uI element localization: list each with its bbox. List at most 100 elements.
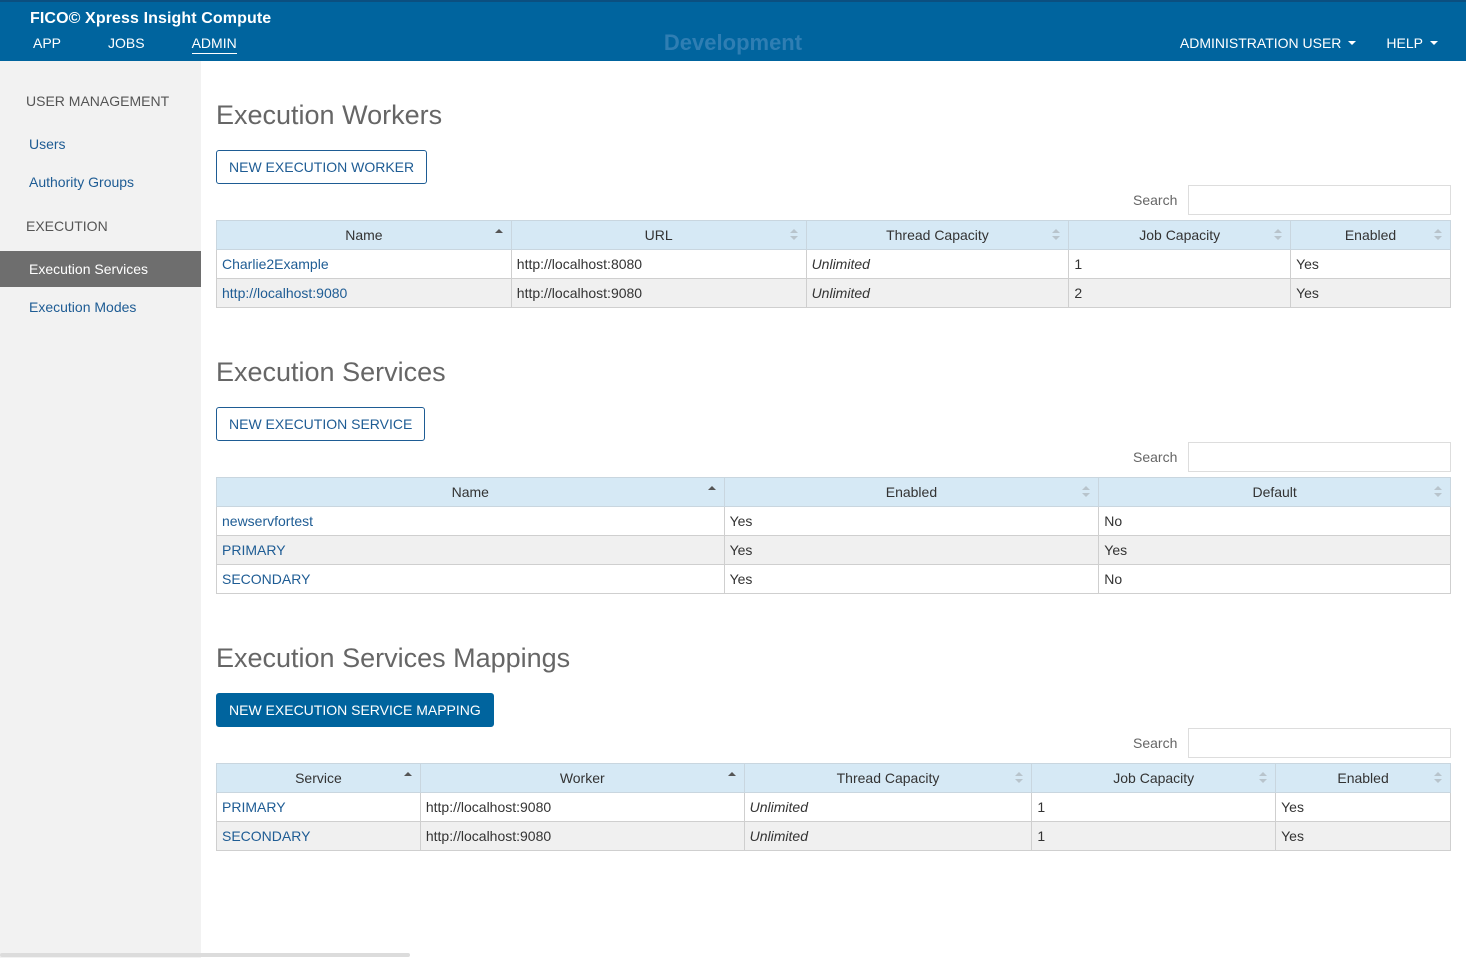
table-cell: No xyxy=(1098,564,1451,594)
environment-label-wrapper: Development xyxy=(0,30,1466,56)
main-nav: APP JOBS ADMIN xyxy=(33,35,284,54)
table-row: http://localhost:9080 http://localhost:9… xyxy=(216,278,1451,308)
table-row: SECONDARY http://localhost:9080 Unlimite… xyxy=(216,821,1451,851)
worker-name-link[interactable]: http://localhost:9080 xyxy=(216,278,512,308)
table-cell: No xyxy=(1098,506,1451,536)
table-cell: Unlimited xyxy=(743,792,1033,822)
help-menu-label: HELP xyxy=(1386,35,1423,51)
service-name-link[interactable]: PRIMARY xyxy=(216,535,725,565)
worker-name-link[interactable]: Charlie2Example xyxy=(216,249,512,279)
column-header-worker[interactable]: Worker xyxy=(419,763,745,793)
sort-icon xyxy=(1015,772,1024,784)
column-header-thread-capacity[interactable]: Thread Capacity xyxy=(743,763,1033,793)
sort-ascending-icon xyxy=(707,486,716,498)
column-header-label: Default xyxy=(1252,484,1297,500)
table-cell: Yes xyxy=(723,506,1100,536)
new-execution-worker-button[interactable]: NEW EXECUTION WORKER xyxy=(216,150,428,184)
sidebar-item-execution-modes[interactable]: Execution Modes xyxy=(29,299,137,315)
column-header-label: Job Capacity xyxy=(1113,770,1195,786)
table-cell: Unlimited xyxy=(743,821,1033,851)
column-header-name[interactable]: Name xyxy=(216,220,512,250)
table-cell: 1 xyxy=(1068,249,1292,279)
mapping-service-link[interactable]: PRIMARY xyxy=(216,792,421,822)
help-menu[interactable]: HELP xyxy=(1386,35,1438,51)
new-execution-service-button[interactable]: NEW EXECUTION SERVICE xyxy=(216,407,426,441)
service-name-link[interactable]: SECONDARY xyxy=(216,564,725,594)
column-header-enabled[interactable]: Enabled xyxy=(723,477,1100,507)
column-header-label: Name xyxy=(451,484,489,500)
sort-icon xyxy=(1274,229,1283,241)
column-header-job-capacity[interactable]: Job Capacity xyxy=(1031,763,1277,793)
table-cell: Yes xyxy=(1290,278,1451,308)
execution-services-title: Execution Services xyxy=(216,357,446,387)
sort-icon xyxy=(1052,229,1061,241)
sidebar-section-user-management: USER MANAGEMENT xyxy=(26,93,170,109)
column-header-thread-capacity[interactable]: Thread Capacity xyxy=(805,220,1070,250)
sidebar: USER MANAGEMENT Users Authority Groups E… xyxy=(0,61,410,958)
mappings-search-input[interactable] xyxy=(1188,728,1451,758)
table-cell: 2 xyxy=(1068,278,1292,308)
sort-ascending-icon xyxy=(727,772,736,784)
sort-icon xyxy=(789,229,798,241)
sort-ascending-icon xyxy=(494,229,503,241)
column-header-label: Service xyxy=(295,770,342,786)
table-cell: Yes xyxy=(1275,821,1451,851)
nav-jobs[interactable]: JOBS xyxy=(108,35,145,51)
services-search-input[interactable] xyxy=(1188,442,1451,472)
table-row: PRIMARY http://localhost:9080 Unlimited … xyxy=(216,792,1451,822)
column-header-default[interactable]: Default xyxy=(1098,477,1451,507)
table-cell: Unlimited xyxy=(805,249,1070,279)
nav-admin[interactable]: ADMIN xyxy=(191,35,237,54)
column-header-label: Job Capacity xyxy=(1139,227,1221,243)
chevron-down-icon xyxy=(1348,41,1357,45)
services-search-label: Search xyxy=(1133,449,1178,465)
top-header: FICO© Xpress Insight Compute APP JOBS AD… xyxy=(0,0,1466,61)
user-menu: ADMINISTRATION USER HELP xyxy=(1150,35,1438,51)
chevron-down-icon xyxy=(1430,41,1438,45)
sidebar-item-execution-services[interactable]: Execution Services xyxy=(0,251,201,287)
column-header-label: Thread Capacity xyxy=(886,227,989,243)
table-cell: http://localhost:9080 xyxy=(419,792,745,822)
column-header-service[interactable]: Service xyxy=(216,763,421,793)
sidebar-item-authority-groups[interactable]: Authority Groups xyxy=(29,174,135,190)
table-cell: Yes xyxy=(723,535,1100,565)
execution-workers-table: Name URL Thread Capacity Job Capacity En… xyxy=(216,220,1451,308)
table-cell: 1 xyxy=(1031,792,1277,822)
mappings-search-label: Search xyxy=(1133,735,1178,751)
sort-icon xyxy=(1434,486,1442,498)
column-header-label: URL xyxy=(644,227,673,243)
table-cell: Yes xyxy=(1098,535,1451,565)
execution-workers-title: Execution Workers xyxy=(216,100,443,130)
table-row: Charlie2Example http://localhost:8080 Un… xyxy=(216,249,1451,279)
column-header-label: Name xyxy=(345,227,383,243)
column-header-enabled[interactable]: Enabled xyxy=(1275,763,1451,793)
horizontal-scrollbar[interactable] xyxy=(0,953,410,957)
sort-icon xyxy=(1434,772,1442,784)
table-cell: http://localhost:8080 xyxy=(510,249,807,279)
execution-services-mappings-title: Execution Services Mappings xyxy=(216,643,571,673)
sort-icon xyxy=(1434,229,1442,241)
table-row: newservfortest Yes No xyxy=(216,506,1451,536)
table-cell: http://localhost:9080 xyxy=(510,278,807,308)
table-cell: 1 xyxy=(1031,821,1277,851)
environment-label: Development xyxy=(663,30,803,55)
execution-services-table: Name Enabled Default newservfortest Yes … xyxy=(216,477,1451,594)
table-cell: Yes xyxy=(723,564,1100,594)
service-name-link[interactable]: newservfortest xyxy=(216,506,725,536)
column-header-enabled[interactable]: Enabled xyxy=(1290,220,1451,250)
column-header-label: Worker xyxy=(559,770,605,786)
column-header-job-capacity[interactable]: Job Capacity xyxy=(1068,220,1292,250)
column-header-url[interactable]: URL xyxy=(510,220,807,250)
new-execution-service-mapping-button[interactable]: NEW EXECUTION SERVICE MAPPING xyxy=(216,693,494,727)
app-title: FICO© Xpress Insight Compute xyxy=(30,10,272,27)
table-row: SECONDARY Yes No xyxy=(216,564,1451,594)
administration-user-menu[interactable]: ADMINISTRATION USER xyxy=(1180,35,1357,51)
column-header-name[interactable]: Name xyxy=(216,477,725,507)
workers-search-input[interactable] xyxy=(1188,185,1451,215)
mapping-service-link[interactable]: SECONDARY xyxy=(216,821,421,851)
nav-app[interactable]: APP xyxy=(33,35,62,51)
table-cell: Yes xyxy=(1275,792,1451,822)
user-menu-label: ADMINISTRATION USER xyxy=(1179,35,1342,51)
sidebar-item-users[interactable]: Users xyxy=(29,136,66,152)
sidebar-section-execution: EXECUTION xyxy=(26,218,108,234)
